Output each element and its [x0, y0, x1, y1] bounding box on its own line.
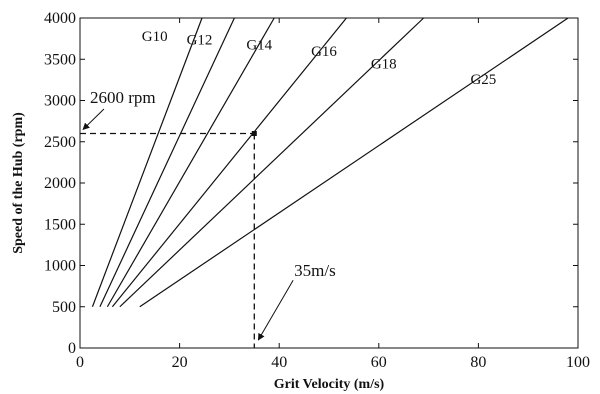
velocity-annotation-label: 35m/s [294, 261, 336, 280]
y-tick-label: 1500 [44, 216, 76, 233]
y-tick-label: 2000 [44, 175, 76, 192]
x-tick-label: 40 [271, 354, 287, 371]
annotations: 2600 rpm 35m/s [80, 88, 336, 348]
series-label-g25: G25 [470, 72, 496, 88]
x-tick-label: 0 [76, 354, 84, 371]
series-line-g16 [111, 17, 347, 308]
series-label-g14: G14 [246, 37, 272, 53]
x-tick-label: 60 [371, 354, 387, 371]
y-tick-label: 0 [68, 340, 76, 357]
axis-ticks: 0 20 40 60 80 1000500100015002000250030003500… [44, 10, 590, 371]
plot-area [79, 17, 579, 349]
series-label-g10: G10 [142, 29, 168, 45]
series-label-g18: G18 [371, 56, 397, 72]
x-tick-label: 100 [566, 354, 590, 371]
x-tick-label: 20 [172, 354, 188, 371]
y-tick-label: 1000 [44, 258, 76, 275]
intersection-marker [251, 131, 257, 136]
y-axis-title: Speed of the Hub (rpm) [11, 112, 26, 254]
series-labels: G10 G12 G14 G16 G18 G25 [142, 29, 497, 88]
series-line-g18 [119, 17, 425, 308]
y-tick-label: 3000 [44, 93, 76, 110]
series-line-g25 [139, 17, 569, 308]
y-tick-label: 4000 [44, 10, 76, 27]
y-tick-label: 500 [52, 299, 76, 316]
series-label-g16: G16 [311, 44, 337, 60]
rpm-arrow [82, 108, 105, 130]
x-tick-label: 80 [470, 354, 486, 371]
rpm-annotation-label: 2600 rpm [90, 88, 156, 107]
velocity-arrow [257, 279, 294, 341]
series-lines [91, 17, 569, 308]
y-tick-label: 2500 [44, 134, 76, 151]
x-axis-title: Grit Velocity (m/s) [274, 377, 385, 392]
series-line-g14 [106, 17, 275, 308]
series-label-g12: G12 [187, 32, 213, 48]
series-line-g10 [91, 17, 203, 307]
series-line-g12 [99, 17, 235, 308]
y-tick-label: 3500 [44, 51, 76, 68]
